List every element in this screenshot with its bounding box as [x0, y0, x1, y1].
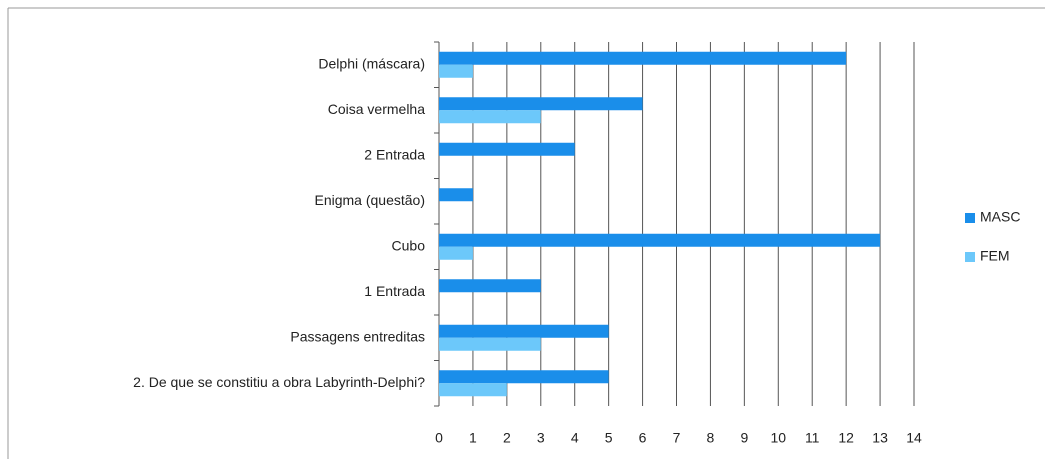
x-tick-label: 12	[838, 430, 854, 446]
x-tick-label: 4	[571, 430, 579, 446]
bar	[439, 246, 473, 260]
bar	[439, 110, 541, 124]
x-tick-label: 13	[872, 430, 888, 446]
y-tick-label: Delphi (máscara)	[318, 55, 425, 71]
bar	[439, 337, 541, 351]
y-tick-label: Coisa vermelha	[328, 101, 425, 117]
legend-swatch	[965, 213, 975, 223]
bar	[439, 142, 575, 156]
y-tick-label: Cubo	[392, 237, 426, 253]
y-tick-label: 2. De que se constitiu a obra Labyrinth-…	[133, 374, 425, 390]
x-tick-label: 8	[707, 430, 715, 446]
bar	[439, 97, 643, 111]
y-tick-label: 2 Entrada	[364, 146, 425, 162]
bar	[439, 64, 473, 78]
y-tick-label: Passagens entreditas	[290, 328, 425, 344]
bar	[439, 279, 541, 293]
x-tick-label: 3	[537, 430, 545, 446]
bar	[439, 188, 473, 202]
y-tick-label: 1 Entrada	[364, 283, 425, 299]
x-tick-label: 9	[740, 430, 748, 446]
legend-swatch	[965, 252, 975, 262]
x-tick-label: 0	[435, 430, 443, 446]
bar	[439, 324, 609, 338]
y-tick-label: Enigma (questão)	[314, 192, 425, 208]
bar	[439, 51, 847, 65]
x-tick-label: 14	[906, 430, 922, 446]
legend-label: FEM	[980, 248, 1010, 264]
x-tick-label: 6	[639, 430, 647, 446]
bar	[439, 370, 609, 384]
x-tick-label: 1	[469, 430, 477, 446]
x-tick-label: 11	[805, 430, 820, 446]
x-tick-label: 10	[770, 430, 786, 446]
legend-label: MASC	[980, 209, 1020, 225]
x-tick-label: 5	[605, 430, 613, 446]
x-tick-label: 2	[503, 430, 511, 446]
bar	[439, 233, 881, 247]
x-tick-label: 7	[673, 430, 681, 446]
bar	[439, 383, 507, 397]
